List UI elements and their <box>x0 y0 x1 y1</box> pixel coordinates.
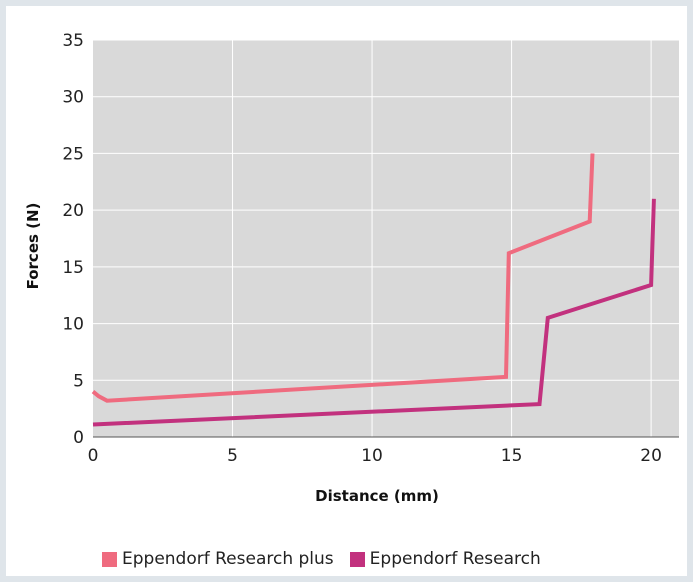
legend-item-research-plus: Eppendorf Research plus <box>102 549 334 569</box>
y-tick-label: 0 <box>73 428 84 448</box>
series-lines <box>91 153 656 427</box>
x-axis-title: Distance (mm) <box>315 487 439 505</box>
legend-label-research: Eppendorf Research <box>369 549 541 569</box>
y-tick-label: 20 <box>62 201 84 221</box>
legend-swatch-research <box>349 551 365 567</box>
x-tick-label: 15 <box>501 446 523 466</box>
y-tick-label: 5 <box>73 371 84 391</box>
legend-item-research: Eppendorf Research <box>349 549 541 569</box>
chart-card: 0 5 10 15 20 0 5 10 15 20 25 30 35 Distance (mm) For… <box>6 6 687 576</box>
y-tick-label: 30 <box>62 88 84 108</box>
plot-area <box>93 40 679 437</box>
grid-lines <box>93 39 679 437</box>
series-line-research <box>92 198 656 427</box>
legend-label-research-plus: Eppendorf Research plus <box>122 549 334 569</box>
x-tick-label: 20 <box>640 446 662 466</box>
y-tick-label: 15 <box>62 258 84 278</box>
line-chart: 0 5 10 15 20 0 5 10 15 20 25 30 35 Distance (mm) For… <box>24 31 679 505</box>
legend: Eppendorf Research plus Eppendorf Resear… <box>102 549 557 569</box>
series-line-research-plus <box>91 153 595 403</box>
y-tick-label: 25 <box>62 144 84 164</box>
y-tick-label: 35 <box>62 31 84 51</box>
x-tick-label: 5 <box>227 446 238 466</box>
tick-labels: 0 5 10 15 20 0 5 10 15 20 25 30 35 <box>62 31 662 466</box>
legend-swatch-research-plus <box>102 551 117 567</box>
y-tick-label: 10 <box>62 315 84 335</box>
y-axis-title: Forces (N) <box>24 203 42 290</box>
x-tick-label: 0 <box>88 446 99 466</box>
x-tick-label: 10 <box>361 446 383 466</box>
